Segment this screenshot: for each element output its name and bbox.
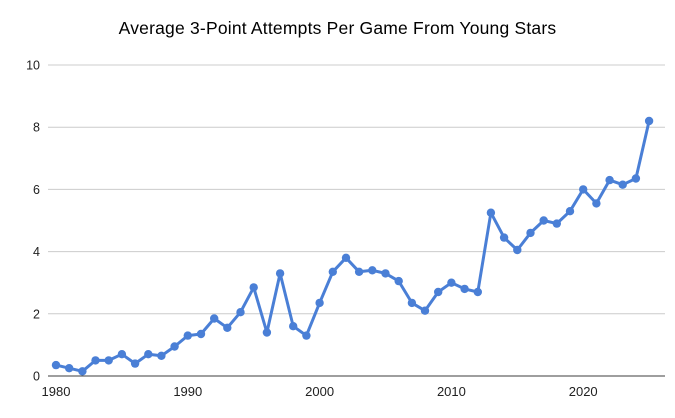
data-point [236,308,245,317]
data-point [381,269,390,278]
data-point [144,350,153,359]
data-point [315,298,324,308]
data-point [368,266,377,275]
data-point [460,284,469,294]
data-point [328,267,337,276]
data-point [394,276,403,286]
data-point [631,174,641,183]
data-point [78,367,87,376]
y-tick-label: 0 [33,370,40,384]
data-point [289,322,298,331]
data-point [210,314,219,323]
data-point [341,253,351,262]
data-point [434,287,443,297]
data-point [196,329,206,339]
data-point [117,350,127,359]
data-point [565,207,575,216]
data-point [605,175,614,185]
data-point [526,228,535,238]
data-point [579,185,588,194]
series-line [54,119,651,373]
x-tick-label: 2000 [305,384,334,399]
data-point [183,331,192,340]
data-point [170,342,179,351]
data-point [249,283,258,292]
data-point [104,356,113,365]
data-point [618,180,627,189]
data-point [420,306,430,315]
x-tick-label: 1990 [173,384,202,399]
y-tick-label: 6 [33,183,40,197]
data-point [51,360,61,370]
data-point [473,287,482,297]
data-point [644,116,654,126]
data-point [447,278,456,287]
y-tick-label: 4 [33,245,40,259]
y-tick-label: 2 [33,307,40,321]
chart-title: Average 3-Point Attempts Per Game From Y… [118,18,557,38]
data-point [91,356,100,365]
data-point [302,331,311,340]
data-point [223,323,232,332]
data-point [354,267,364,276]
x-tick-label: 1980 [42,384,71,399]
data-point [275,269,285,278]
data-point [157,351,166,360]
data-point [407,298,417,308]
data-point [486,208,496,217]
data-point [262,328,272,337]
data-point [539,216,548,225]
data-point [592,199,601,208]
data-point [513,245,522,255]
x-tick-label: 2010 [437,384,466,399]
data-point [552,219,561,228]
data-point [499,233,509,242]
x-tick-label: 2020 [569,384,598,399]
data-point [130,359,140,368]
y-tick-label: 10 [26,59,40,73]
y-tick-label: 8 [33,121,40,135]
data-point [65,364,74,373]
